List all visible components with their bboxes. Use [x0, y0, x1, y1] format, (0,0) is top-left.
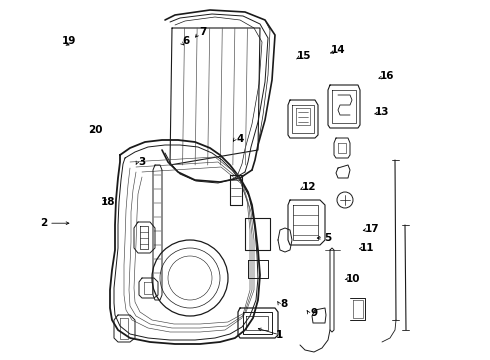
Text: 20: 20 — [88, 125, 103, 135]
Text: 2: 2 — [41, 218, 48, 228]
Text: 12: 12 — [301, 182, 316, 192]
Text: 9: 9 — [310, 308, 317, 318]
Text: 11: 11 — [360, 243, 375, 253]
Text: 1: 1 — [276, 330, 283, 340]
Text: 13: 13 — [375, 107, 390, 117]
Text: 15: 15 — [296, 51, 311, 61]
Text: 5: 5 — [325, 233, 332, 243]
Text: 14: 14 — [331, 45, 345, 55]
Text: 4: 4 — [236, 134, 244, 144]
Text: 7: 7 — [199, 27, 207, 37]
Text: 3: 3 — [139, 157, 146, 167]
Text: 19: 19 — [61, 36, 76, 46]
Text: 10: 10 — [345, 274, 360, 284]
Text: 17: 17 — [365, 224, 380, 234]
Text: 6: 6 — [183, 36, 190, 46]
Text: 16: 16 — [380, 71, 394, 81]
Text: 8: 8 — [281, 299, 288, 309]
Text: 18: 18 — [100, 197, 115, 207]
